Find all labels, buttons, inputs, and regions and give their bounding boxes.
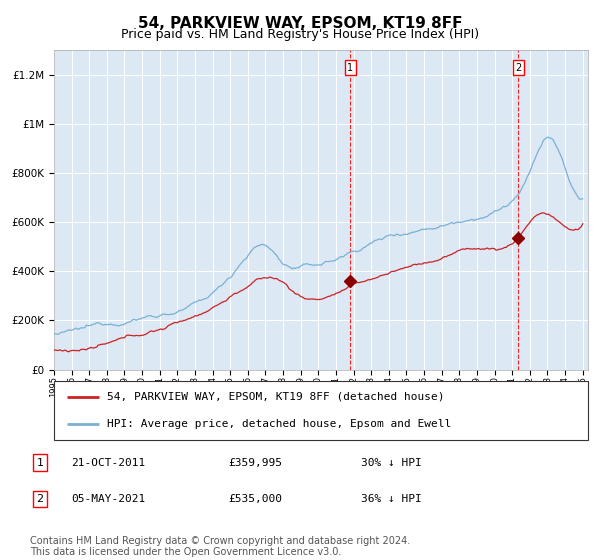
Text: 36% ↓ HPI: 36% ↓ HPI: [361, 494, 422, 504]
Text: 54, PARKVIEW WAY, EPSOM, KT19 8FF (detached house): 54, PARKVIEW WAY, EPSOM, KT19 8FF (detac…: [107, 391, 445, 402]
Text: HPI: Average price, detached house, Epsom and Ewell: HPI: Average price, detached house, Epso…: [107, 419, 452, 429]
Text: 2: 2: [37, 494, 43, 504]
Text: 54, PARKVIEW WAY, EPSOM, KT19 8FF: 54, PARKVIEW WAY, EPSOM, KT19 8FF: [138, 16, 462, 31]
Text: Contains HM Land Registry data © Crown copyright and database right 2024.
This d: Contains HM Land Registry data © Crown c…: [30, 535, 410, 557]
FancyBboxPatch shape: [54, 381, 588, 440]
Text: 21-OCT-2011: 21-OCT-2011: [71, 458, 146, 468]
Text: 30% ↓ HPI: 30% ↓ HPI: [361, 458, 422, 468]
Text: Price paid vs. HM Land Registry's House Price Index (HPI): Price paid vs. HM Land Registry's House …: [121, 28, 479, 41]
Text: 2: 2: [515, 63, 521, 73]
Text: 1: 1: [37, 458, 43, 468]
Text: 05-MAY-2021: 05-MAY-2021: [71, 494, 146, 504]
Text: £535,000: £535,000: [229, 494, 283, 504]
Text: 1: 1: [347, 63, 353, 73]
Text: £359,995: £359,995: [229, 458, 283, 468]
